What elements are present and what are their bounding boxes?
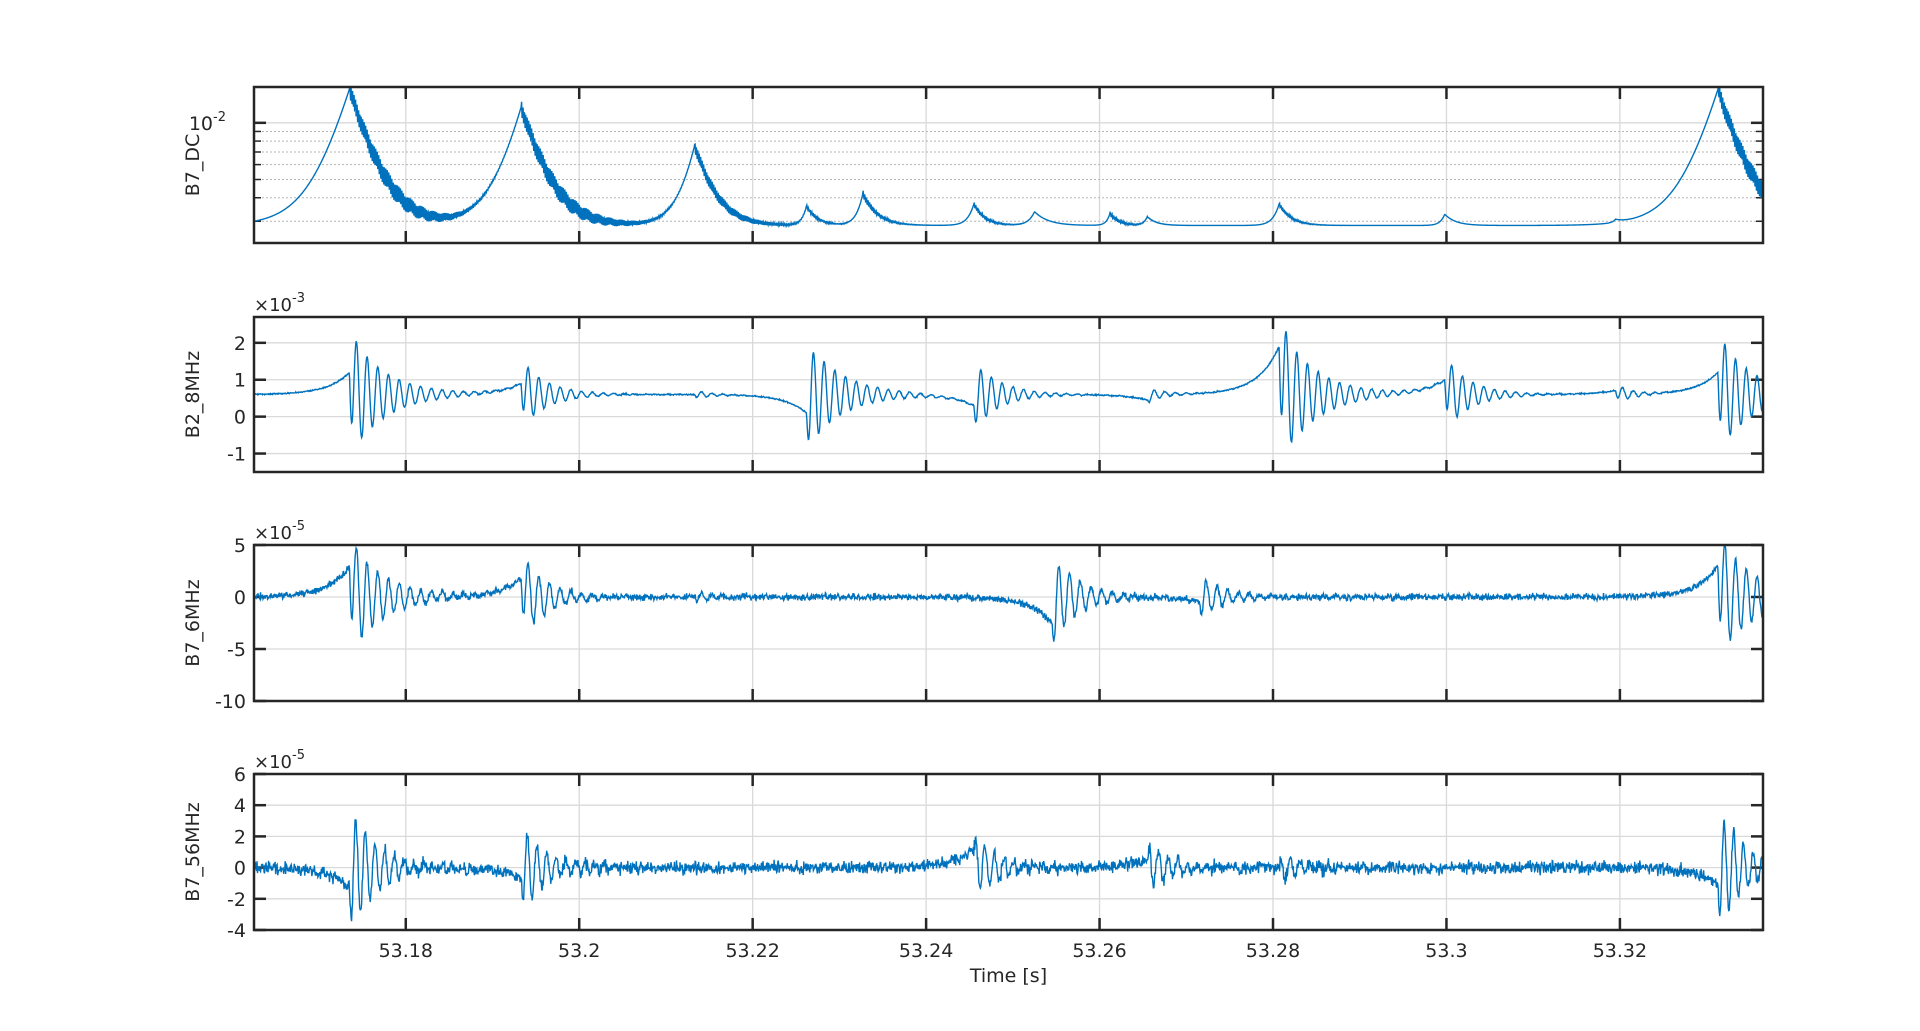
subplot-3: -10 -5 0 5 ×10-5 B7_6MHz — [182, 519, 1765, 713]
y-tick-label: 0 — [234, 587, 246, 609]
y-tick-label: 0 — [234, 858, 246, 880]
y-axis-label: B2_8MHz — [182, 351, 204, 438]
y-tick-label: 4 — [234, 795, 246, 817]
axes-box — [252, 543, 1765, 703]
axes-box — [252, 85, 1765, 245]
y-tick-label: 10-2 — [189, 110, 226, 135]
plot-area — [254, 87, 1763, 243]
series-line — [253, 819, 1764, 922]
y-axis-label: B7_6MHz — [182, 579, 204, 666]
x-tick-label: 53.3 — [1425, 940, 1467, 962]
plot-area — [254, 774, 1763, 930]
subplot-1: 10-2B7_DC — [182, 85, 1765, 245]
x-tick-label: 53.2 — [558, 940, 600, 962]
y-tick-label: -1 — [227, 444, 246, 466]
y-tick-label: -4 — [227, 920, 246, 942]
series-line — [253, 85, 1764, 229]
y-tick-label: -2 — [227, 889, 246, 911]
x-tick-label: 53.18 — [379, 940, 433, 962]
x-tick-label: 53.32 — [1593, 940, 1647, 962]
series-line — [253, 545, 1764, 642]
axes-box — [252, 772, 1765, 932]
y-tick-label: 5 — [234, 535, 246, 557]
x-tick-label: 53.28 — [1246, 940, 1300, 962]
x-tick-label: 53.24 — [899, 940, 953, 962]
y-exponent-label: ×10-5 — [254, 748, 305, 773]
y-tick-label: 2 — [234, 826, 246, 848]
y-axis-label: B7_DC — [182, 134, 204, 197]
axes-box — [252, 315, 1765, 474]
x-axis-label: Time [s] — [969, 965, 1047, 987]
y-tick-label: 2 — [234, 333, 246, 355]
y-tick-label: 0 — [234, 407, 246, 429]
y-tick-label: -5 — [227, 639, 246, 661]
subplot-2: -1 0 1 2 ×10-3 B2_8MHz — [182, 291, 1765, 474]
y-axis-label: B7_56MHz — [182, 802, 204, 901]
series-line — [253, 331, 1764, 444]
x-tick-label: 53.26 — [1072, 940, 1126, 962]
y-exponent-label: ×10-5 — [254, 519, 305, 544]
y-tick-label: -10 — [215, 691, 246, 713]
plot-area — [254, 545, 1763, 701]
y-tick-label: 6 — [234, 764, 246, 786]
subplot-4: 53.18 53.2 53.22 53.24 53.26 53.28 53.3 53.32 -4… — [182, 748, 1765, 962]
y-exponent-label: ×10-3 — [254, 291, 305, 316]
y-tick-label: 1 — [234, 370, 246, 392]
x-tick-label: 53.22 — [725, 940, 779, 962]
